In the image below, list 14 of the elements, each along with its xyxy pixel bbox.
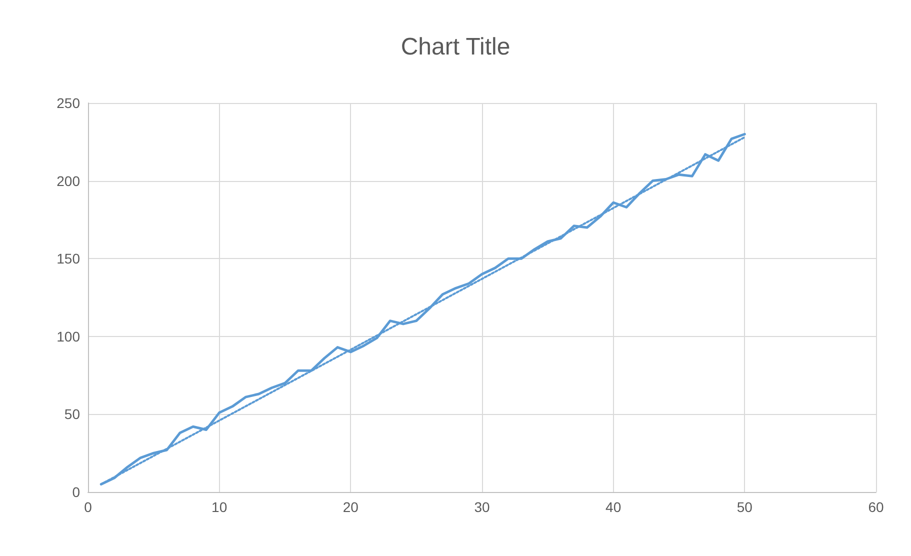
x-tick-label: 10	[212, 499, 228, 515]
x-tick-label: 30	[474, 499, 490, 515]
y-tick-label: 0	[72, 484, 80, 500]
y-tick-label: 200	[56, 172, 80, 189]
x-tick-label: 60	[868, 499, 884, 515]
x-tick-label: 50	[736, 499, 753, 515]
y-tick-label: 150	[56, 250, 80, 267]
x-tick-label: 20	[342, 499, 359, 515]
y-tick-label: 100	[56, 328, 80, 344]
x-tick-label: 0	[84, 499, 92, 515]
x-tick-label: 40	[606, 499, 622, 515]
chart-title: Chart Title	[400, 34, 510, 60]
y-tick-label: 50	[64, 406, 80, 422]
y-tick-label: 250	[56, 95, 80, 111]
